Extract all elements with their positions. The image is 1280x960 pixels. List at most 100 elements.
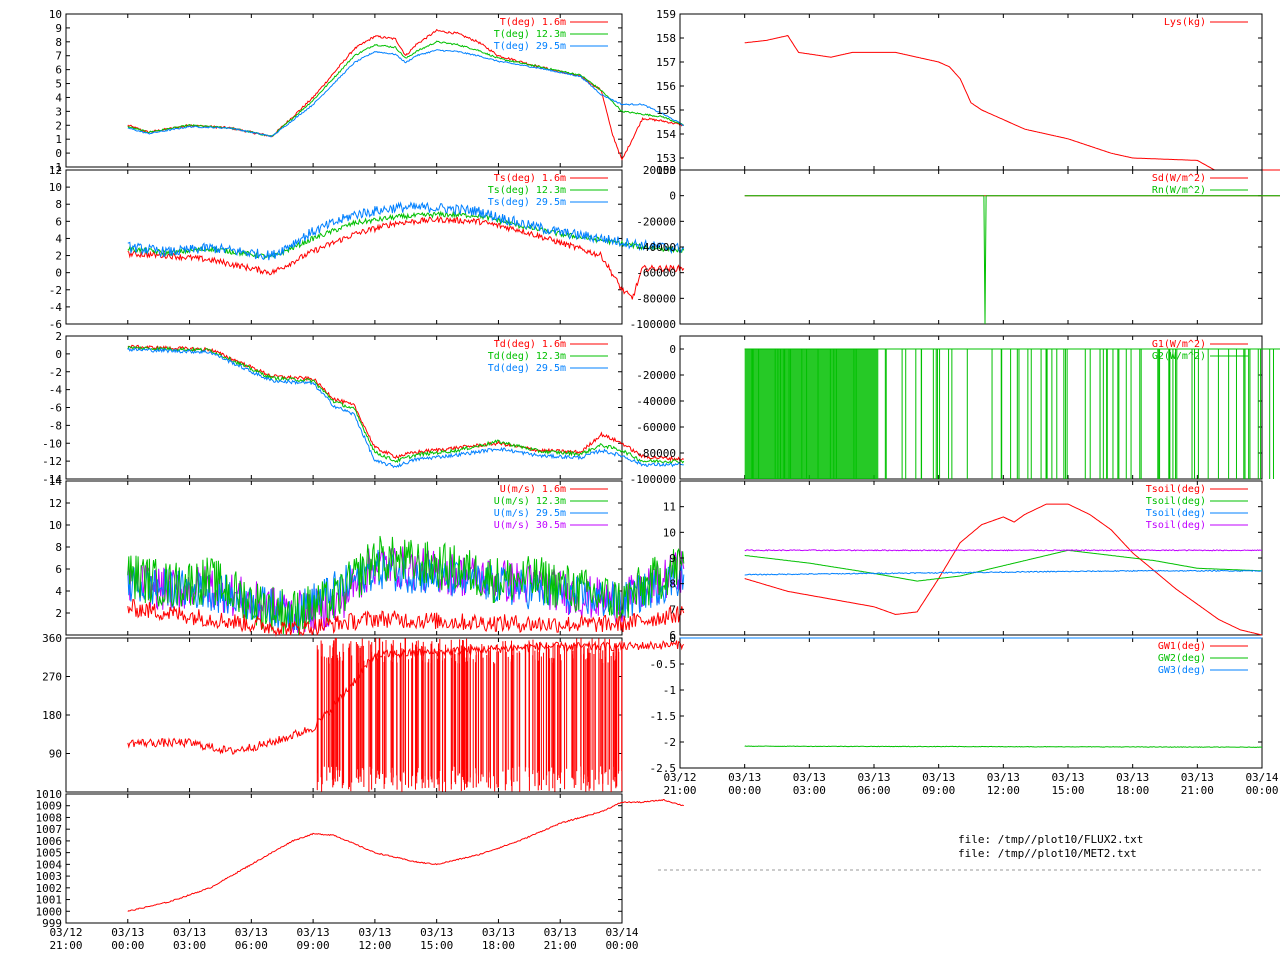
y-tick-label-Td: -10 <box>42 437 62 450</box>
y-tick-label-T: -1 <box>49 161 62 174</box>
y-tick-label-T: 5 <box>55 78 62 91</box>
legend-label-G: G1(W/m^2) <box>1152 339 1206 350</box>
y-tick-label-P: 1002 <box>36 882 63 895</box>
y-tick-label-Dir: 180 <box>42 709 62 722</box>
y-tick-label-Td: -12 <box>42 455 62 468</box>
y-tick-label-P: 1004 <box>36 858 63 871</box>
y-tick-label-T: 6 <box>55 64 62 77</box>
y-tick-label-GW: 0 <box>669 632 676 645</box>
x-tick-date: 03/13 <box>1181 771 1214 784</box>
y-tick-label-Dir: 360 <box>42 632 62 645</box>
y-tick-label-Lys: 153 <box>656 152 676 165</box>
y-tick-label-GW: -2 <box>663 736 676 749</box>
y-tick-label-P: 1001 <box>36 894 63 907</box>
file-labels: file: /tmp//plot10/FLUX2.txt file: /tmp/… <box>958 833 1143 861</box>
y-tick-label-T: 0 <box>55 147 62 160</box>
x-tick-time: 12:00 <box>987 784 1020 797</box>
y-tick-label-Ts: 12 <box>49 164 62 177</box>
y-tick-label-G: -20000 <box>636 369 676 382</box>
y-tick-label-Sd: 20000 <box>643 164 676 177</box>
y-tick-label-Lys: 155 <box>656 104 676 117</box>
y-tick-label-Ts: 2 <box>55 250 62 263</box>
x-tick-date: 03/13 <box>482 926 515 939</box>
y-tick-label-Ts: -4 <box>49 301 63 314</box>
x-tick-date: 03/13 <box>358 926 391 939</box>
x-tick-date: 03/13 <box>728 771 761 784</box>
y-tick-label-Ts: 6 <box>55 215 62 228</box>
y-tick-label-Tsoil: 7 <box>669 603 676 616</box>
g2-spike-block <box>744 349 879 479</box>
x-tick-date: 03/13 <box>111 926 144 939</box>
y-tick-label-Lys: 154 <box>656 128 676 141</box>
y-tick-label-U: 10 <box>49 519 62 532</box>
y-tick-label-Td: -14 <box>42 473 62 486</box>
y-tick-label-G: 0 <box>669 343 676 356</box>
y-tick-label-U: 2 <box>55 607 62 620</box>
x-tick-date: 03/12 <box>49 926 82 939</box>
x-tick-time: 21:00 <box>1181 784 1214 797</box>
x-tick-time: 00:00 <box>1245 784 1278 797</box>
legend-label-U: U(m/s) 30.5m <box>494 520 566 531</box>
y-tick-label-Sd: -100000 <box>630 318 676 331</box>
y-tick-label-U: 14 <box>49 475 63 488</box>
series-Tsoil-0 <box>744 503 1263 636</box>
x-tick-time: 15:00 <box>420 939 453 952</box>
y-tick-label-P: 1003 <box>36 870 63 883</box>
y-tick-label-Tsoil: 6 <box>669 629 676 642</box>
legend-label-Sd: Rn(W/m^2) <box>1152 185 1206 196</box>
x-tick-time: 00:00 <box>605 939 638 952</box>
y-tick-label-Tsoil: 9 <box>669 552 676 565</box>
legend-label-GW: GW2(deg) <box>1158 653 1206 664</box>
legend-label-Ts: Ts(deg) 12.3m <box>488 185 566 196</box>
y-tick-label-U: 6 <box>55 563 62 576</box>
x-tick-time: 15:00 <box>1051 784 1084 797</box>
y-tick-label-U: 8 <box>55 541 62 554</box>
series-Dir-0 <box>127 640 685 755</box>
y-tick-label-P: 1006 <box>36 835 63 848</box>
y-tick-label-G: -40000 <box>636 395 676 408</box>
x-tick-date: 03/13 <box>420 926 453 939</box>
x-tick-time: 03:00 <box>793 784 826 797</box>
x-tick-time: 21:00 <box>544 939 577 952</box>
series-Sd-1 <box>744 195 1280 325</box>
y-tick-label-Tsoil: 10 <box>663 526 676 539</box>
panel-frame-P <box>65 793 623 924</box>
y-tick-label-P: 1008 <box>36 811 63 824</box>
y-tick-label-Td: 0 <box>55 348 62 361</box>
x-tick-time: 09:00 <box>922 784 955 797</box>
x-tick-date: 03/14 <box>605 926 638 939</box>
panel-frame-Lys <box>679 13 1263 171</box>
y-tick-label-Lys: 159 <box>656 8 676 21</box>
x-tick-time: 21:00 <box>663 784 696 797</box>
legend-label-Td: Td(deg) 12.3m <box>488 351 566 362</box>
x-tick-time: 18:00 <box>1116 784 1149 797</box>
panel-frame-U <box>65 480 623 636</box>
series-U-1 <box>127 549 685 631</box>
y-tick-label-P: 999 <box>42 917 62 930</box>
x-tick-date: 03/12 <box>663 771 696 784</box>
legend-label-Ts: Ts(deg) 1.6m <box>494 173 566 184</box>
x-tick-date: 03/13 <box>922 771 955 784</box>
series-T-1 <box>127 40 684 137</box>
series-Tsoil-1 <box>744 549 1262 582</box>
y-tick-label-Ts: 4 <box>55 232 62 245</box>
y-tick-label-GW: -0.5 <box>650 658 677 671</box>
y-tick-label-Lys: 158 <box>656 32 676 45</box>
series-Tsoil-2 <box>744 569 1263 576</box>
x-tick-time: 12:00 <box>358 939 391 952</box>
y-tick-label-Td: -2 <box>49 366 62 379</box>
file-label-met: file: /tmp//plot10/MET2.txt <box>958 847 1137 860</box>
y-tick-label-Td: -8 <box>49 419 62 432</box>
x-tick-time: 06:00 <box>857 784 890 797</box>
panel-frame-G <box>679 335 1263 480</box>
x-tick-date: 03/14 <box>1245 771 1278 784</box>
series-P-0 <box>127 798 685 912</box>
y-tick-label-Tsoil: 11 <box>663 501 676 514</box>
x-tick-time: 03:00 <box>173 939 206 952</box>
legend-label-Tsoil: Tsoil(deg) <box>1146 484 1206 495</box>
file-label-flux: file: /tmp//plot10/FLUX2.txt <box>958 833 1144 846</box>
panel-frame-Ts <box>65 169 623 325</box>
y-tick-label-Sd: -20000 <box>636 215 676 228</box>
y-tick-label-T: 9 <box>55 22 62 35</box>
